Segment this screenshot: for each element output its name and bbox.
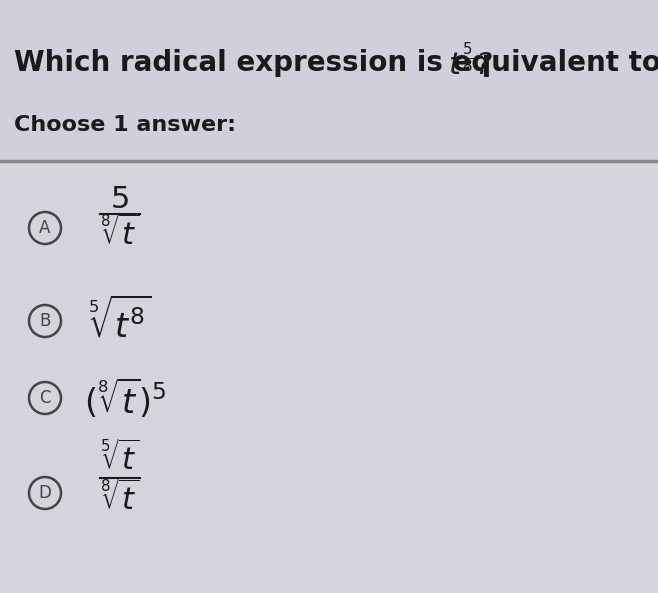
- Bar: [0, 0, 658, 163]
- Text: A: A: [39, 219, 51, 237]
- Text: C: C: [39, 389, 51, 407]
- Text: Choose 1 answer:: Choose 1 answer:: [14, 115, 236, 135]
- Text: $\sqrt[8]{t}$: $\sqrt[8]{t}$: [100, 215, 140, 251]
- Text: $\sqrt[5]{t}$: $\sqrt[5]{t}$: [100, 440, 140, 476]
- Text: B: B: [39, 312, 51, 330]
- Text: $\sqrt[5]{t^8}$: $\sqrt[5]{t^8}$: [88, 297, 152, 345]
- Text: $(\sqrt[8]{t})^5$: $(\sqrt[8]{t})^5$: [84, 376, 166, 420]
- Text: Which radical expression is equivalent to: Which radical expression is equivalent t…: [14, 49, 658, 77]
- Bar: [0, 163, 658, 593]
- Text: D: D: [39, 484, 51, 502]
- Text: $t^{\frac{5}{8}}$?: $t^{\frac{5}{8}}$?: [448, 44, 493, 82]
- Text: 5: 5: [111, 186, 130, 215]
- Text: $\sqrt[8]{t}$: $\sqrt[8]{t}$: [100, 480, 140, 516]
